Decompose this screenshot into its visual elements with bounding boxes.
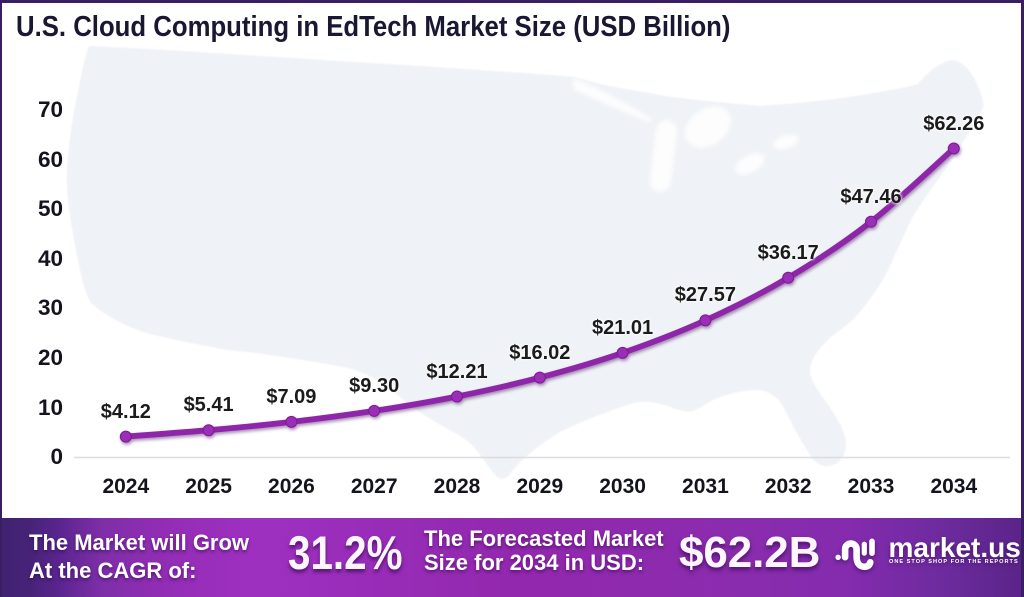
svg-text:ONE STOP SHOP FOR THE REPORTS: ONE STOP SHOP FOR THE REPORTS (889, 559, 1019, 565)
svg-text:market.us: market.us (889, 532, 1021, 563)
